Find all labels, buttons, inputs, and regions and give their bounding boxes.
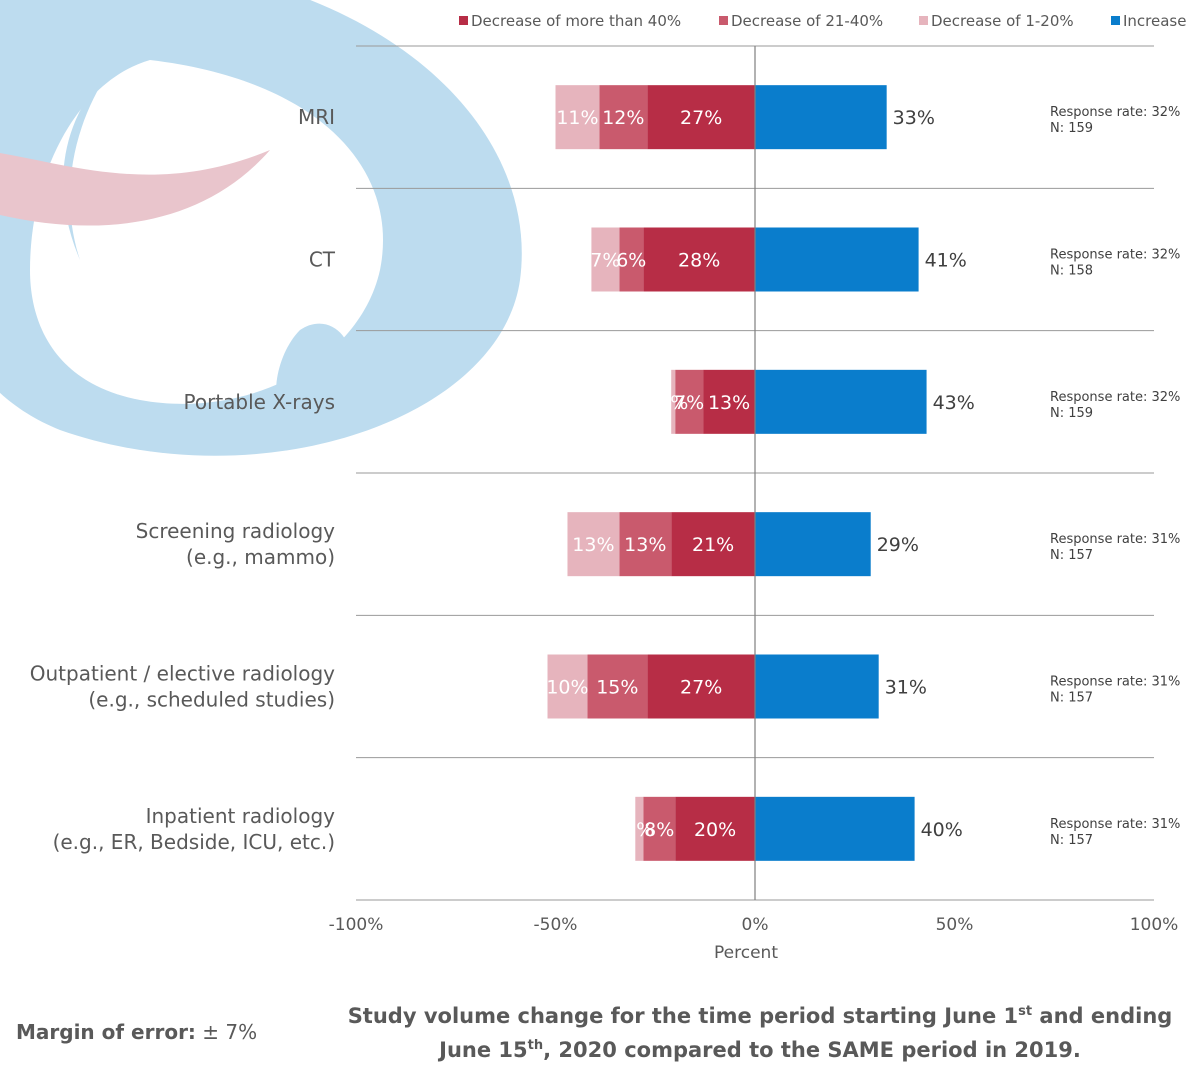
bar-segment	[755, 85, 887, 150]
response-rate-label: Response rate: 31%	[1050, 675, 1180, 690]
bar-segment	[635, 796, 644, 861]
sample-size-label: N: 159	[1050, 121, 1093, 136]
caption-sup-2: th	[527, 1038, 544, 1053]
legend-swatch	[459, 16, 468, 25]
sample-size-label: N: 158	[1050, 264, 1093, 279]
bar-segment	[755, 512, 871, 577]
data-label: 15%	[596, 677, 638, 699]
data-label: 12%	[602, 107, 644, 129]
legend-label: Decrease of more than 40%	[471, 12, 681, 30]
bars-layer: 27%12%11% 33%28%6%7% 41%13%7%1% 43%21%13%13…	[546, 46, 975, 900]
data-label: 27%	[680, 677, 722, 699]
bar-segment	[647, 654, 755, 719]
margin-of-error-value: ± 7%	[202, 1020, 258, 1044]
data-label: 40%	[921, 819, 963, 841]
data-label: 6%	[616, 250, 646, 272]
bar-segment	[587, 654, 648, 719]
bar-segment	[755, 654, 879, 719]
data-label: 7%	[590, 250, 620, 272]
legend-swatch	[719, 16, 728, 25]
data-label: 11%	[556, 107, 598, 129]
bar-segment	[647, 85, 755, 150]
x-axis-label: Percent	[714, 943, 778, 963]
sample-size-label: N: 157	[1050, 548, 1093, 563]
response-rate-label: Response rate: 32%	[1050, 248, 1180, 263]
category-label: (e.g., mammo)	[186, 545, 335, 569]
x-axis: -100% -50% 0% 50% 100% Percent	[329, 915, 1179, 963]
category-label: Portable X-rays	[184, 390, 335, 414]
bar-segment	[643, 796, 676, 861]
chart-legend: Decrease of more than 40% Decrease of 21-…	[459, 12, 1186, 30]
bar-segment	[619, 512, 672, 577]
caption-sup-1: st	[1018, 1004, 1033, 1019]
caption-part-3: , 2020 compared to the SAME period in 20…	[543, 1038, 1081, 1062]
data-label: 7%	[674, 392, 704, 414]
bar-segment	[755, 369, 927, 434]
bar-segment	[671, 512, 755, 577]
chart: Decrease of more than 40% Decrease of 21-…	[0, 0, 1186, 963]
data-label: 1%	[658, 392, 688, 414]
response-rate-label: Response rate: 31%	[1050, 817, 1180, 832]
data-label: 21%	[692, 534, 734, 556]
category-label: CT	[309, 248, 336, 272]
sample-size-label: N: 159	[1050, 406, 1093, 421]
x-tick-label: 0%	[742, 915, 769, 935]
legend-swatch	[1111, 16, 1120, 25]
margin-of-error: Margin of error: ± 7%	[16, 1020, 257, 1044]
bar-segment	[567, 512, 620, 577]
response-rate-label: Response rate: 32%	[1050, 390, 1180, 405]
margin-of-error-label: Margin of error:	[16, 1020, 196, 1044]
data-label: 29%	[877, 534, 919, 556]
legend-label: Increase	[1123, 12, 1186, 30]
legend-label: Decrease of 21-40%	[731, 12, 883, 30]
data-label: 20%	[694, 819, 736, 841]
response-rate-label: Response rate: 31%	[1050, 532, 1180, 547]
sample-size-label: N: 157	[1050, 691, 1093, 706]
data-label: 8%	[644, 819, 674, 841]
bar-segment	[547, 654, 588, 719]
data-label: 13%	[708, 392, 750, 414]
bar-segment	[619, 227, 644, 292]
bar-segment	[591, 227, 620, 292]
bar-segment	[643, 227, 755, 292]
category-label: MRI	[298, 105, 335, 129]
bar-segment	[675, 796, 755, 861]
category-label: Inpatient radiology	[146, 804, 336, 828]
bar-segment	[755, 227, 919, 292]
x-tick-label: -100%	[329, 915, 384, 935]
data-label: 13%	[624, 534, 666, 556]
data-label: 43%	[933, 392, 975, 414]
sample-size-label: N: 157	[1050, 833, 1093, 848]
category-label: (e.g., ER, Bedside, ICU, etc.)	[53, 830, 335, 854]
x-tick-label: 100%	[1130, 915, 1179, 935]
bar-segment	[671, 369, 676, 434]
data-label: 33%	[893, 107, 935, 129]
category-label: (e.g., scheduled studies)	[88, 688, 335, 712]
response-rate-label: Response rate: 32%	[1050, 105, 1180, 120]
bar-segment	[675, 369, 704, 434]
x-tick-label: -50%	[534, 915, 578, 935]
bar-segment	[703, 369, 755, 434]
data-label: 31%	[885, 677, 927, 699]
x-tick-label: 50%	[936, 915, 974, 935]
data-label: 27%	[680, 107, 722, 129]
chart-caption: Study volume change for the time period …	[340, 997, 1180, 1065]
bar-segment	[599, 85, 648, 150]
category-label: Screening radiology	[136, 519, 336, 543]
data-label: 41%	[925, 250, 967, 272]
legend-label: Decrease of 1-20%	[931, 12, 1074, 30]
bar-segment	[555, 85, 600, 150]
category-label: Outpatient / elective radiology	[30, 662, 335, 686]
data-label: 28%	[678, 250, 720, 272]
bar-segment	[755, 796, 915, 861]
caption-part-1: Study volume change for the time period …	[347, 1004, 1019, 1028]
watermark-logo	[0, 0, 522, 456]
data-label: 2%	[624, 819, 654, 841]
data-label: 13%	[572, 534, 614, 556]
legend-swatch	[919, 16, 928, 25]
caption-part-2: and ending June 15	[439, 1004, 1173, 1062]
data-label: 10%	[546, 677, 588, 699]
